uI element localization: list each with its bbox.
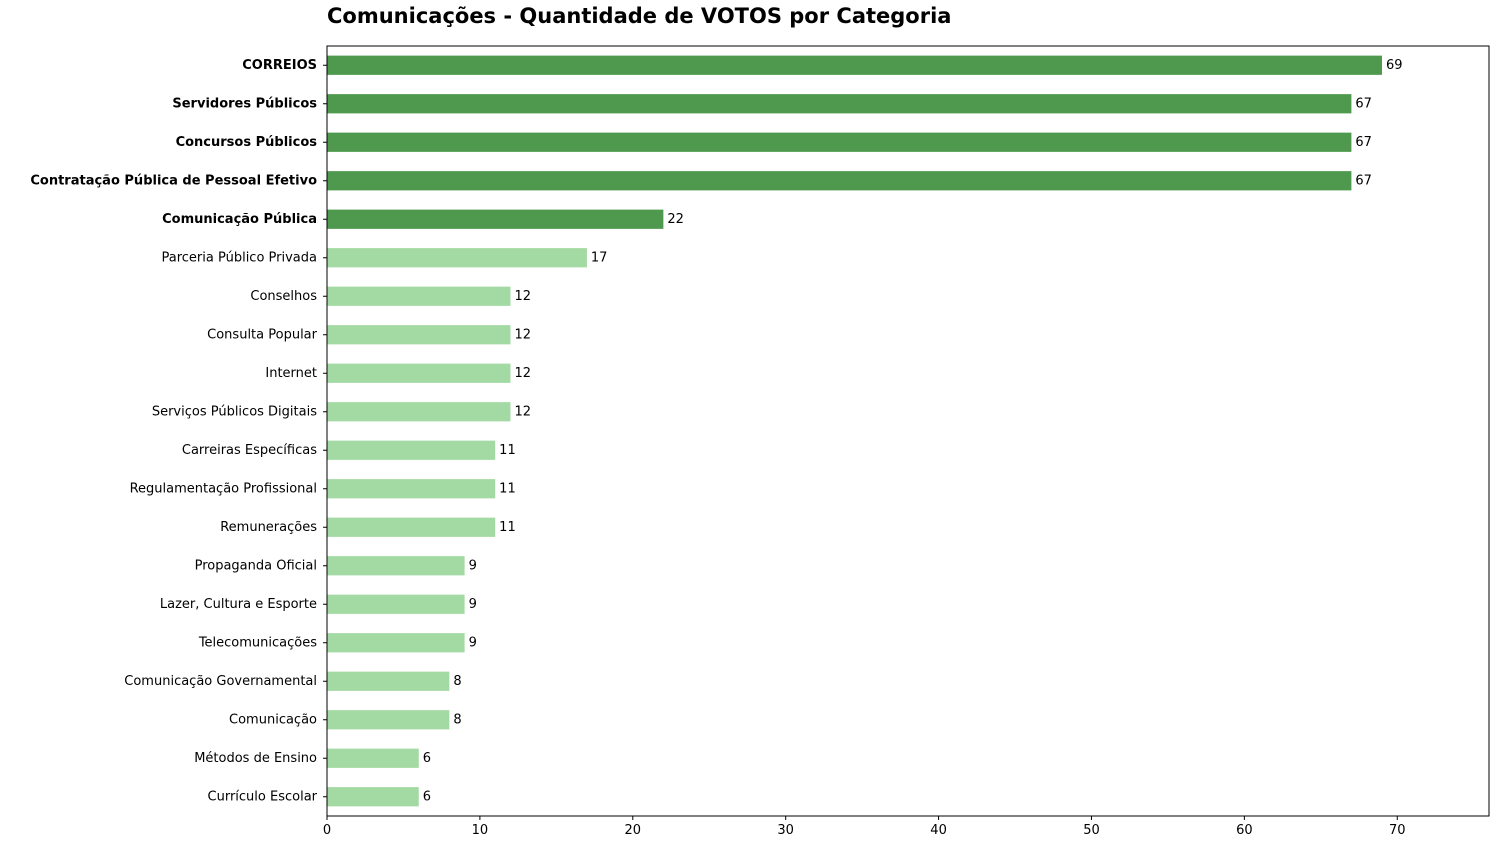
- category-label: Lazer, Cultura e Esporte: [160, 597, 317, 612]
- x-tick-label: 0: [323, 823, 331, 838]
- value-label: 9: [469, 597, 477, 612]
- category-label: Concursos Públicos: [176, 135, 318, 150]
- value-label: 67: [1355, 173, 1372, 188]
- x-tick-label: 70: [1389, 823, 1406, 838]
- category-label: Consulta Popular: [207, 327, 317, 342]
- bar: [327, 55, 1382, 75]
- value-label: 67: [1355, 135, 1372, 150]
- bar: [327, 710, 450, 730]
- bars-layer: [327, 55, 1382, 807]
- category-label: Regulamentação Profissional: [130, 481, 317, 496]
- category-label: Comunicação Governamental: [124, 674, 317, 689]
- category-label: Contratação Pública de Pessoal Efetivo: [30, 173, 317, 188]
- x-tick-label: 60: [1236, 823, 1253, 838]
- category-label: Telecomunicações: [198, 635, 317, 650]
- plot-frame: [326, 45, 1490, 817]
- value-label: 12: [514, 289, 531, 304]
- category-label: Carreiras Específicas: [182, 443, 317, 458]
- bar: [327, 132, 1352, 152]
- value-label: 12: [514, 404, 531, 419]
- value-label: 11: [499, 443, 516, 458]
- bar: [327, 325, 511, 345]
- value-label: 22: [667, 212, 684, 227]
- value-label: 17: [591, 250, 608, 265]
- bar: [327, 209, 664, 229]
- bar: [327, 402, 511, 422]
- bar: [327, 594, 465, 614]
- x-tick-label: 10: [472, 823, 489, 838]
- value-label: 8: [453, 674, 461, 689]
- value-label: 12: [514, 327, 531, 342]
- category-label: Currículo Escolar: [208, 789, 318, 804]
- bar: [327, 248, 587, 268]
- bar: [327, 94, 1352, 114]
- value-label: 9: [469, 558, 477, 573]
- bar: [327, 556, 465, 576]
- value-label: 11: [499, 481, 516, 496]
- bar: [327, 671, 450, 691]
- category-label: Serviços Públicos Digitais: [152, 404, 317, 419]
- category-label: Propaganda Oficial: [195, 558, 317, 573]
- x-tick-label: 30: [777, 823, 794, 838]
- category-label: Parceria Público Privada: [162, 250, 318, 265]
- value-label: 8: [453, 712, 461, 727]
- bar: [327, 633, 465, 653]
- value-label: 69: [1386, 58, 1403, 73]
- bar: [327, 286, 511, 306]
- category-label: Remunerações: [220, 520, 317, 535]
- value-label: 6: [423, 751, 431, 766]
- category-label: Servidores Públicos: [172, 96, 317, 111]
- category-label: Comunicação: [229, 712, 317, 727]
- x-tick-label: 20: [625, 823, 642, 838]
- bar: [327, 479, 496, 499]
- category-label: CORREIOS: [242, 58, 317, 73]
- bar: [327, 440, 496, 460]
- bar: [327, 517, 496, 537]
- value-label: 67: [1355, 96, 1372, 111]
- value-label: 6: [423, 789, 431, 804]
- value-label: 11: [499, 520, 516, 535]
- x-tick-label: 40: [930, 823, 947, 838]
- x-tick-label: 50: [1083, 823, 1100, 838]
- bar: [327, 787, 419, 807]
- value-label: 12: [514, 366, 531, 381]
- category-label: Comunicação Pública: [162, 212, 317, 227]
- bar: [327, 363, 511, 383]
- chart-title: Comunicações - Quantidade de VOTOS por C…: [327, 4, 952, 28]
- category-label: Internet: [265, 366, 317, 381]
- bar: [327, 171, 1352, 191]
- value-label: 9: [469, 635, 477, 650]
- category-label: Métodos de Ensino: [194, 751, 317, 766]
- bar: [327, 748, 419, 768]
- category-label: Conselhos: [250, 289, 317, 304]
- axes-layer: 0 10 20 30 40 50 60 70: [323, 45, 1490, 838]
